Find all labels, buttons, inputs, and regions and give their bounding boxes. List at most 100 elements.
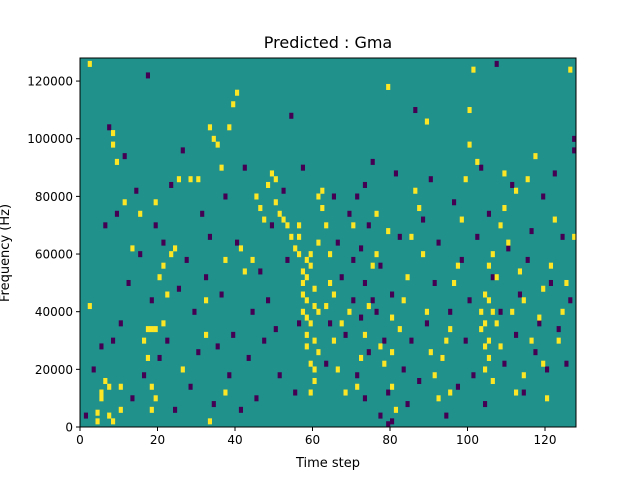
heatmap-cell-high [266,181,271,188]
heatmap-cell-high [145,354,151,361]
heatmap-cell-high [471,66,476,73]
heatmap-cell-low [355,372,360,379]
plot-frame [79,57,577,428]
heatmap-cell-high [149,326,154,333]
heatmap-cell-low [390,418,395,425]
heatmap-cell-low [366,349,371,356]
heatmap-cell-low [533,349,538,356]
heatmap-cell-high [316,308,321,315]
heatmap-cell-high [312,337,317,344]
heatmap-cell-low [180,147,185,154]
heatmap-cell-high [548,262,554,269]
heatmap-cell-high [486,337,492,344]
heatmap-cell-low [347,210,352,217]
heatmap-plot-area [79,57,577,428]
heatmap-cell-high [207,418,213,425]
heatmap-cell-high [475,158,480,165]
heatmap-cell-low [262,337,267,344]
x-axis-label: Time step [295,456,360,471]
heatmap-cell-low [254,395,259,402]
heatmap-cell-high [370,262,375,269]
heatmap-cell-low [502,360,507,367]
heatmap-cell-high [479,326,484,333]
heatmap-cell-low [479,164,484,171]
heatmap-cell-high [552,216,557,223]
heatmap-cell-low [568,297,573,304]
heatmap-cell-high [572,233,577,240]
heatmap-cell-high [118,406,123,413]
heatmap-cell-low [552,170,557,177]
heatmap-cell-low [138,251,143,258]
heatmap-cell-low [242,164,247,171]
heatmap-cell-low [490,274,495,281]
heatmap-cell-low [215,343,220,350]
heatmap-cell-high [111,418,116,425]
heatmap-cell-high [514,187,519,194]
heatmap-cell-high [242,268,247,275]
heatmap-cell-low [130,395,135,402]
heatmap-cell-low [444,412,449,419]
heatmap-cell-low [273,326,278,333]
heatmap-cell-high [386,83,391,90]
heatmap-cell-high [312,377,317,385]
heatmap-cell-high [153,326,158,333]
heatmap-cell-low [281,187,286,194]
heatmap-cell-high [424,308,430,315]
heatmap-cell-high [316,349,321,356]
heatmap-cell-high [483,320,488,327]
y-tick-label: 0 [65,421,73,435]
heatmap-cell-high [393,406,399,413]
heatmap-cell-high [455,262,461,269]
heatmap-background [80,58,576,427]
heatmap-cell-low [335,239,340,246]
heatmap-cell-low [517,291,523,298]
heatmap-cell-low [436,239,441,246]
heatmap-cell-low [428,176,433,183]
heatmap-cell-high [281,216,286,223]
heatmap-cell-high [312,285,317,292]
heatmap-cell-high [459,216,464,223]
heatmap-cell-low [351,256,356,263]
heatmap-cell-high [328,251,333,258]
heatmap-cell-high [440,354,445,361]
heatmap-cell-high [273,176,278,183]
heatmap-cell-high [153,199,158,206]
heatmap-cell-high [169,251,174,258]
heatmap-cell-high [514,389,519,396]
heatmap-cell-low [200,210,205,217]
heatmap-cell-high [428,349,433,356]
heatmap-cell-low [510,181,515,188]
heatmap-cell-low [289,112,294,119]
heatmap-cell-high [374,251,379,258]
heatmap-cell-high [207,124,213,131]
y-tick-label: 100000 [27,132,73,146]
heatmap-cell-high [269,170,275,177]
heatmap-cell-low [343,331,348,338]
heatmap-cell-low [459,256,464,263]
heatmap-cell-high [390,383,395,390]
heatmap-cell-low [529,228,534,235]
heatmap-cell-low [370,297,375,304]
heatmap-cell-low [331,193,337,200]
heatmap-cell-low [153,222,158,229]
heatmap-cell-high [413,187,418,194]
x-tick-label: 80 [382,433,397,447]
heatmap-cell-low [173,406,178,413]
heatmap-cell-high [502,170,507,177]
heatmap-cell-high [390,349,395,356]
heatmap-cell-high [161,262,166,269]
heatmap-cell-high [533,153,538,160]
heatmap-cell-high [517,268,523,275]
heatmap-cell-high [378,343,383,350]
heatmap-cell-high [490,377,495,385]
heatmap-cell-low [227,372,232,379]
heatmap-cells [83,60,577,428]
heatmap-cell-high [537,314,542,321]
heatmap-cell-high [304,314,309,321]
heatmap-cell-high [285,222,290,229]
heatmap-cell-low [455,383,461,390]
heatmap-cell-high [448,326,453,333]
heatmap-cell-low [374,308,379,315]
heatmap-cell-low [165,337,170,344]
heatmap-cell-high [304,343,309,350]
